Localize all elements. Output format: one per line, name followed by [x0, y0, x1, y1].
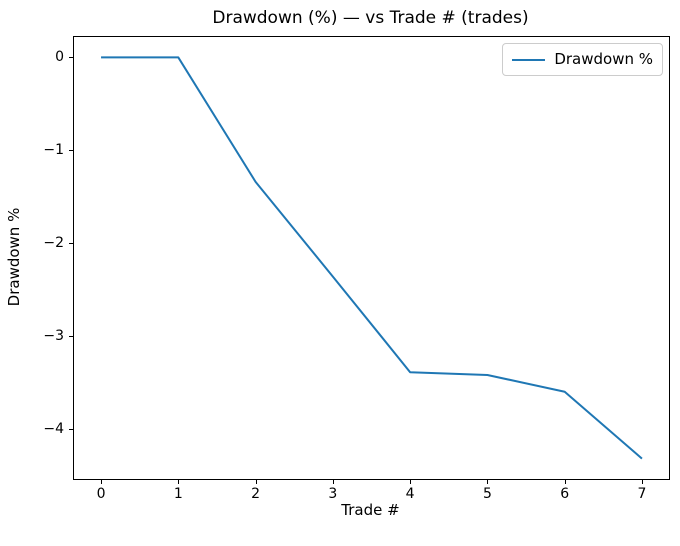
plot-area: Drawdown % 0 1 2 3 4 5 6 7 0 −1 −2 −3 −4	[43, 36, 670, 502]
x-tick-label: 3	[328, 486, 338, 502]
x-tick-label: 7	[637, 486, 647, 502]
y-tick-label: −4	[43, 420, 64, 437]
y-tick-label: −1	[43, 142, 64, 159]
x-tick-mark	[178, 479, 180, 484]
x-tick-mark	[255, 479, 257, 484]
y-tick-label: −3	[43, 328, 64, 344]
y-tick-label: 0	[55, 49, 64, 66]
series-line	[101, 56, 643, 460]
x-tick-label: 2	[251, 486, 261, 502]
x-tick-mark	[332, 479, 334, 484]
y-tick-mark	[69, 57, 74, 59]
x-tick-mark	[410, 479, 412, 484]
y-axis-label: Drawdown %	[5, 207, 23, 307]
x-tick-mark	[641, 479, 643, 484]
x-tick-mark	[564, 479, 566, 484]
x-tick-label: 5	[482, 486, 492, 502]
legend-label: Drawdown %	[554, 50, 653, 68]
legend-line-sample	[512, 58, 546, 61]
drawdown-line-series	[101, 56, 643, 460]
x-tick-label: 0	[96, 486, 106, 502]
chart-title: Drawdown (%) — vs Trade # (trades)	[212, 8, 529, 28]
x-axis-label: Trade #	[341, 501, 400, 519]
x-tick-label: 4	[405, 486, 415, 502]
y-tick-mark	[69, 336, 74, 337]
y-tick-mark	[69, 428, 74, 430]
legend: Drawdown %	[502, 43, 663, 76]
y-tick-mark	[69, 150, 74, 152]
x-tick-mark	[487, 479, 489, 484]
y-tick-mark	[69, 243, 74, 245]
y-tick-label: −2	[43, 235, 64, 252]
x-tick-label: 1	[173, 486, 183, 502]
x-tick-label: 6	[560, 486, 570, 502]
x-tick-mark	[101, 479, 103, 484]
